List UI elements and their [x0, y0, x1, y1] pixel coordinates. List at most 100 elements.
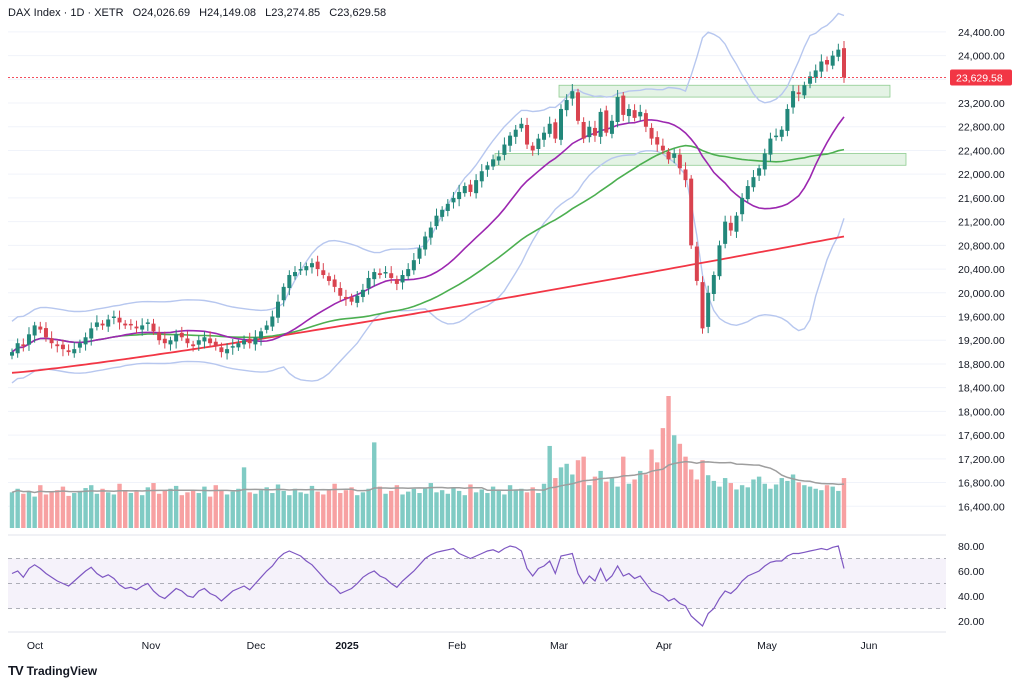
volume-bar [309, 485, 315, 528]
candle-body [683, 169, 688, 181]
candle-body [355, 295, 360, 303]
chart-legend-header: DAX Index · 1D · XETR O24,026.69 H24,149… [8, 7, 392, 19]
volume-bar [666, 396, 671, 528]
candle-body [553, 122, 558, 139]
volume-bar [485, 493, 490, 528]
volume-bar [519, 488, 524, 528]
time-axis-label: Mar [550, 640, 569, 652]
volume-bar [745, 487, 750, 528]
volume-bar [824, 485, 830, 528]
candle-body [440, 209, 445, 217]
volume-bar [156, 493, 162, 528]
candle-body [66, 350, 71, 353]
candle-body [496, 156, 501, 161]
candle-body [389, 273, 394, 278]
price-tick-label: 20,400.00 [958, 264, 1005, 276]
price-tick-label: 22,000.00 [958, 169, 1005, 181]
candle-body [123, 323, 128, 326]
volume-bar [287, 495, 292, 528]
candle-body [508, 135, 513, 146]
volume-bars [9, 396, 847, 528]
volume-bar [247, 492, 252, 528]
moving-average-50-line [11, 144, 845, 353]
volume-bar [558, 467, 564, 528]
volume-bar [343, 490, 349, 528]
candle-body [819, 61, 824, 72]
candle-body [213, 341, 218, 347]
time-axis-label: Apr [656, 640, 673, 652]
candle-body [264, 325, 269, 330]
candle-body [643, 113, 648, 127]
volume-bar [9, 492, 15, 528]
candle-body [140, 325, 145, 330]
volume-bar [21, 493, 26, 528]
candle-body [236, 343, 241, 348]
volume-bar [739, 485, 745, 528]
volume-bar [796, 482, 801, 528]
candle-body [808, 76, 813, 84]
time-axis-label: Feb [448, 640, 466, 652]
candle-body [513, 129, 518, 137]
candle-body [111, 316, 116, 318]
volume-bar [230, 491, 235, 528]
candle-body [700, 282, 705, 329]
time-axis-label: Nov [142, 640, 161, 652]
volume-bar [626, 483, 632, 528]
volume-bar [139, 495, 145, 528]
volume-bar [89, 485, 94, 528]
tradingview-logo-text: TradingView [26, 663, 98, 678]
price-tick-label: 24,000.00 [958, 51, 1005, 63]
candle-body [202, 337, 207, 342]
candle-body [417, 248, 422, 259]
volume-bar [711, 480, 717, 528]
candle-body [219, 347, 224, 353]
candle-body [525, 124, 530, 145]
price-tick-label: 21,600.00 [958, 193, 1005, 205]
volume-bar [298, 492, 303, 528]
candle-body [434, 215, 439, 227]
volume-bar [604, 481, 609, 528]
candle-body [626, 108, 631, 117]
volume-bar [355, 495, 360, 528]
volume-bar [756, 476, 762, 528]
candle-body [728, 222, 733, 231]
symbol-label[interactable]: DAX Index · 1D · XETR [8, 7, 124, 19]
volume-bar [145, 487, 151, 528]
candle-body [542, 132, 547, 140]
volume-bar [632, 479, 637, 528]
volume-bar [768, 488, 773, 528]
volume-bar [592, 476, 598, 528]
volume-bar [790, 474, 796, 528]
last-price-label: 23,629.58 [956, 73, 1003, 85]
candle-body [360, 289, 365, 297]
candle-body [502, 144, 507, 155]
moving-average-20-line [11, 116, 845, 353]
volume-bar [813, 488, 818, 528]
rsi-tick-label: 80.00 [958, 541, 984, 553]
volume-bar [213, 485, 218, 528]
volume-bar [179, 495, 184, 528]
volume-bar [722, 478, 728, 528]
candle-body [196, 340, 201, 345]
price-tick-label: 16,800.00 [958, 478, 1005, 490]
volume-bar [55, 490, 60, 528]
volume-bar [236, 488, 241, 528]
price-tick-label: 19,600.00 [958, 312, 1005, 324]
volume-bar [570, 474, 575, 528]
volume-bar [162, 490, 168, 528]
candle-body [462, 186, 467, 194]
candle-body [94, 322, 99, 327]
candle-body [575, 92, 580, 121]
tradingview-logo[interactable]: TV TradingView [8, 663, 97, 678]
candle-body [332, 279, 337, 287]
candle-body [779, 129, 784, 137]
volume-bar [270, 493, 275, 528]
volume-bar [151, 483, 156, 528]
volume-bar [819, 490, 824, 528]
candle-body [174, 334, 179, 342]
volume-bar [264, 487, 269, 528]
price-tick-label: 21,200.00 [958, 217, 1005, 229]
volume-bar [598, 470, 603, 528]
candle-body [694, 246, 699, 281]
